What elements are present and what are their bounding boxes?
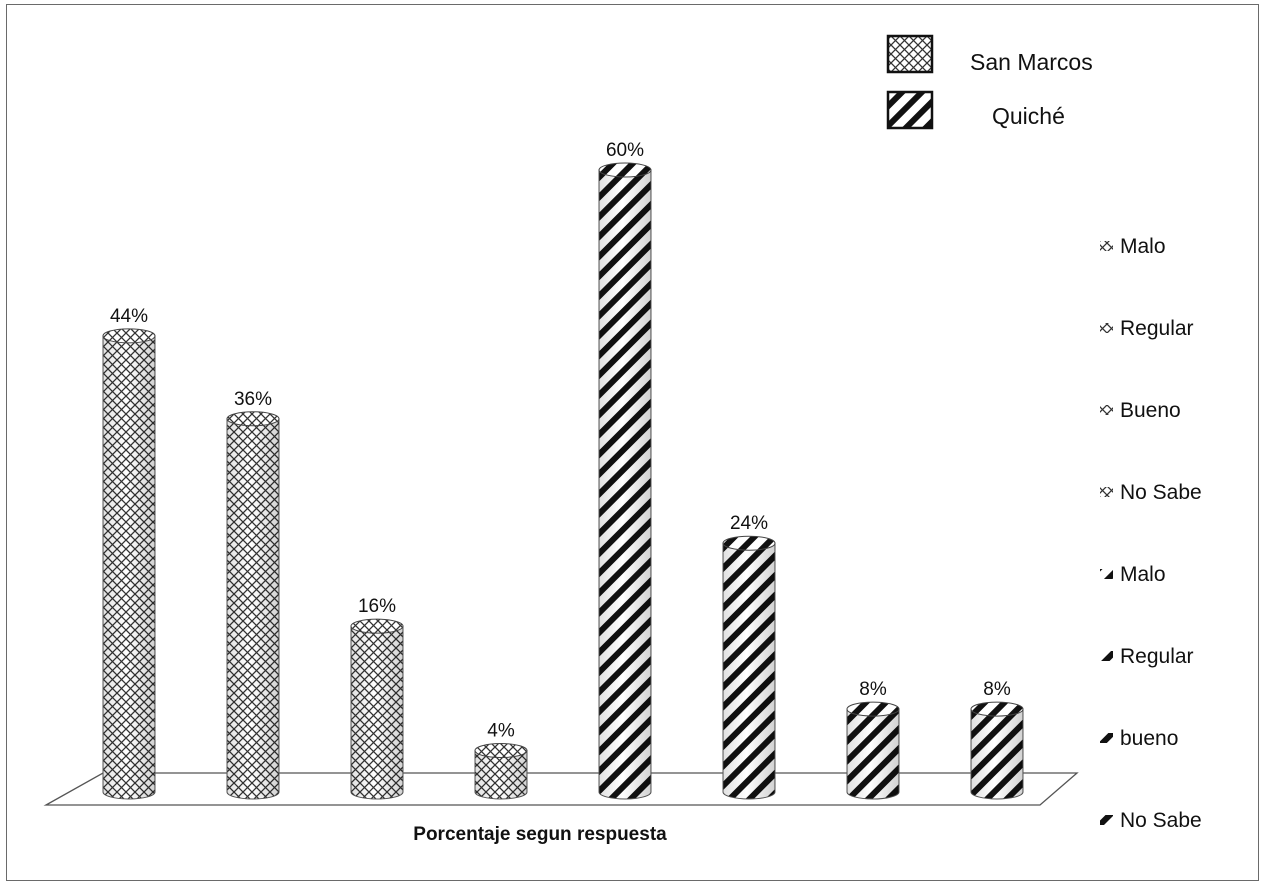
data-label: 8% <box>859 679 887 700</box>
bar-3 <box>350 618 404 800</box>
bar-top <box>226 411 280 427</box>
side-legend-swatch <box>1100 815 1113 825</box>
bar-8 <box>970 701 1024 800</box>
bars <box>102 162 1024 800</box>
side-legend-item: No Sabe <box>1100 809 1202 832</box>
side-legend-label: No Sabe <box>1120 481 1202 504</box>
legend-item: Quiché <box>886 90 1065 130</box>
bar-5 <box>598 162 652 800</box>
bar-shading <box>475 750 527 799</box>
legend-swatch <box>886 90 934 130</box>
legend: San Marcos Quiché <box>886 34 1093 130</box>
bar-top <box>102 328 156 344</box>
bar-7 <box>846 701 900 800</box>
bar-top <box>350 618 404 634</box>
side-legend: Malo Regular Bueno No Sabe Malo Regular bueno N… <box>1100 235 1202 832</box>
bar-2 <box>226 411 280 800</box>
data-label: 8% <box>983 679 1011 700</box>
bar-4 <box>474 743 528 800</box>
legend-item: San Marcos <box>886 34 1093 75</box>
chart-floor <box>43 772 1079 806</box>
bar-top <box>722 535 776 551</box>
bar-shading <box>723 543 775 799</box>
legend-label: San Marcos <box>970 49 1093 75</box>
bar-shading <box>351 626 403 799</box>
side-legend-swatch <box>1100 733 1113 743</box>
bar-top <box>474 743 528 759</box>
side-legend-item: Regular <box>1100 645 1194 668</box>
data-label: 4% <box>487 721 515 742</box>
side-legend-label: Bueno <box>1120 399 1181 422</box>
data-label: 24% <box>730 513 768 534</box>
data-label: 60% <box>606 140 644 161</box>
data-label: 36% <box>234 389 272 410</box>
side-legend-item: bueno <box>1100 727 1178 750</box>
data-label: 44% <box>110 306 148 327</box>
bar-1 <box>102 328 156 800</box>
side-legend-item: Bueno <box>1100 399 1181 422</box>
bar-top <box>970 701 1024 717</box>
bar-6 <box>722 535 776 800</box>
side-legend-label: No Sabe <box>1120 809 1202 832</box>
bar-shading <box>971 709 1023 799</box>
bar-shading <box>103 335 155 799</box>
data-labels: 44% 36% 16% 4% 60% 24% 8% 8% <box>110 140 1011 742</box>
side-legend-swatch <box>1100 569 1113 579</box>
side-legend-swatch <box>1100 241 1113 251</box>
side-legend-item: No Sabe <box>1100 481 1202 504</box>
floor-plane <box>43 772 1079 806</box>
x-axis-label: Porcentaje segun respuesta <box>413 824 667 845</box>
side-legend-label: Malo <box>1120 563 1166 586</box>
side-legend-swatch <box>1100 487 1113 497</box>
legend-label: Quiché <box>992 103 1065 129</box>
bar-top <box>598 162 652 178</box>
side-legend-label: bueno <box>1120 727 1178 750</box>
side-legend-swatch <box>1100 323 1113 333</box>
legend-swatch <box>886 34 934 74</box>
side-legend-label: Regular <box>1120 645 1194 668</box>
side-legend-label: Malo <box>1120 235 1166 258</box>
side-legend-item: Malo <box>1100 235 1166 258</box>
side-legend-swatch <box>1100 405 1113 415</box>
side-legend-swatch <box>1100 651 1113 661</box>
side-legend-item: Malo <box>1100 563 1166 586</box>
side-legend-label: Regular <box>1120 317 1194 340</box>
bar-shading <box>227 418 279 799</box>
bar-shading <box>599 170 651 799</box>
bar-top <box>846 701 900 717</box>
data-label: 16% <box>358 596 396 617</box>
side-legend-item: Regular <box>1100 317 1194 340</box>
bar-shading <box>847 709 899 799</box>
